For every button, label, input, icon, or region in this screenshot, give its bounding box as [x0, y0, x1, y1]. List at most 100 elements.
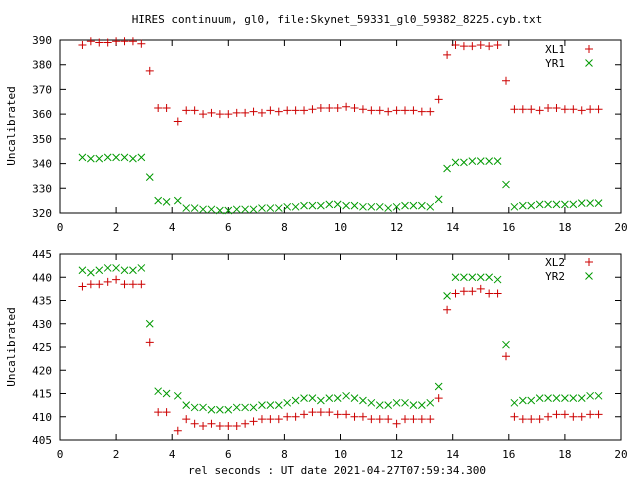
yr1-point-45 — [460, 158, 468, 167]
xl1-point-17 — [224, 110, 233, 119]
xl1-point-43 — [443, 50, 452, 59]
yr2-point-34 — [367, 398, 376, 407]
xl1-point-14 — [199, 110, 208, 119]
xl2-point-44 — [451, 289, 460, 298]
xl2-point-59 — [577, 412, 586, 421]
yr1-point-39 — [409, 201, 418, 210]
yr2-point-4 — [112, 264, 120, 272]
yr2-point-49 — [493, 275, 502, 284]
yr2-point-21 — [258, 401, 266, 409]
bottom-y-tick-label-8: 445 — [32, 248, 52, 261]
yr1-point-31 — [342, 201, 350, 210]
yr1-point-55 — [544, 200, 552, 209]
yr1-point-22 — [266, 204, 275, 212]
yr2-point-12 — [182, 401, 191, 409]
yr2-point-35 — [375, 401, 384, 409]
xl1-point-45 — [459, 42, 468, 51]
xl1-legend-marker — [585, 45, 593, 53]
xl2-point-43 — [443, 305, 452, 314]
bottom-x-tick-label-9: 18 — [558, 448, 571, 461]
xl2-point-20 — [249, 417, 258, 426]
yr2-point-59 — [577, 394, 586, 403]
yr1-point-50 — [502, 180, 510, 189]
xl1-point-49 — [493, 40, 502, 49]
yr1-point-2 — [95, 154, 104, 163]
bottom-y-tick-label-3: 420 — [32, 364, 52, 377]
top-legend-label-yr1: YR1 — [545, 57, 565, 70]
xl1-point-8 — [145, 66, 154, 75]
yr1-point-6 — [129, 154, 137, 163]
yr1-point-30 — [333, 200, 342, 209]
bottom-x-tick-label-6: 12 — [390, 448, 403, 461]
yr1-point-9 — [154, 196, 163, 205]
xl1-point-54 — [535, 106, 544, 115]
yr2-point-55 — [544, 394, 552, 403]
xl2-point-47 — [476, 284, 485, 293]
yr1-point-49 — [493, 157, 502, 165]
xl1-point-42 — [434, 95, 443, 104]
xl1-point-9 — [154, 103, 163, 112]
yr1-point-40 — [417, 201, 426, 210]
xl2-point-45 — [459, 287, 468, 296]
xl2-point-17 — [224, 422, 233, 431]
yr2-point-43 — [443, 291, 451, 300]
yr2-point-33 — [359, 396, 367, 405]
yr2-point-37 — [392, 398, 401, 407]
yr1-point-21 — [258, 204, 266, 212]
xl2-legend-marker — [585, 258, 593, 266]
yr2-point-47 — [476, 273, 485, 282]
yr2-point-15 — [207, 405, 216, 414]
xl2-point-12 — [182, 415, 191, 424]
yr2-point-57 — [561, 394, 569, 403]
yr2-point-6 — [129, 266, 137, 275]
xl1-point-22 — [266, 106, 275, 115]
yr2-point-24 — [283, 398, 292, 407]
xl1-point-28 — [316, 103, 325, 112]
xl2-point-32 — [350, 412, 359, 421]
yr2-point-32 — [350, 394, 359, 403]
top-x-tick-label-5: 10 — [334, 221, 347, 234]
xl1-point-7 — [137, 39, 146, 48]
xl1-point-29 — [325, 103, 334, 112]
yr2-point-22 — [266, 401, 275, 409]
yr1-point-24 — [283, 202, 292, 211]
xl2-point-42 — [434, 394, 443, 403]
bottom-legend: XL2 YR2 — [545, 256, 593, 283]
yr1-point-43 — [443, 164, 451, 173]
xl2-point-27 — [308, 408, 317, 417]
xl2-point-57 — [560, 410, 569, 419]
yr2-point-45 — [460, 273, 468, 282]
yr2-point-60 — [586, 391, 594, 400]
xl1-point-44 — [451, 40, 460, 49]
xl2-point-24 — [283, 412, 292, 421]
bottom-x-tick-label-1: 2 — [113, 448, 120, 461]
xl1-point-31 — [342, 102, 351, 111]
yr2-point-29 — [325, 394, 334, 403]
yr2-point-46 — [468, 273, 477, 282]
xl2-point-25 — [291, 412, 300, 421]
yr2-point-61 — [594, 391, 603, 400]
yr1-point-58 — [569, 200, 578, 209]
top-data-marks — [78, 37, 603, 215]
xl2-point-54 — [535, 415, 544, 424]
xl2-point-55 — [544, 412, 553, 421]
bottom-legend-label-xl2: XL2 — [545, 256, 565, 269]
xl2-point-51 — [510, 412, 519, 421]
yr2-point-8 — [145, 319, 154, 328]
xl1-point-19 — [241, 108, 250, 117]
yr2-point-27 — [308, 394, 317, 403]
xl2-point-60 — [586, 410, 595, 419]
yr2-point-30 — [333, 394, 342, 403]
xl2-point-41 — [426, 415, 435, 424]
yr1-point-51 — [510, 202, 519, 211]
top-x-tick-label-1: 2 — [113, 221, 120, 234]
yr2-point-28 — [317, 396, 325, 405]
yr1-point-17 — [224, 206, 233, 215]
yr1-point-4 — [112, 153, 120, 162]
yr1-point-42 — [434, 195, 443, 204]
bottom-x-tick-label-3: 6 — [225, 448, 232, 461]
x-axis-label: rel seconds : UT date 2021-04-27T07:59:3… — [188, 464, 486, 477]
xl2-point-0 — [78, 282, 87, 291]
yr2-point-1 — [87, 268, 95, 277]
yr2-point-9 — [154, 387, 163, 396]
